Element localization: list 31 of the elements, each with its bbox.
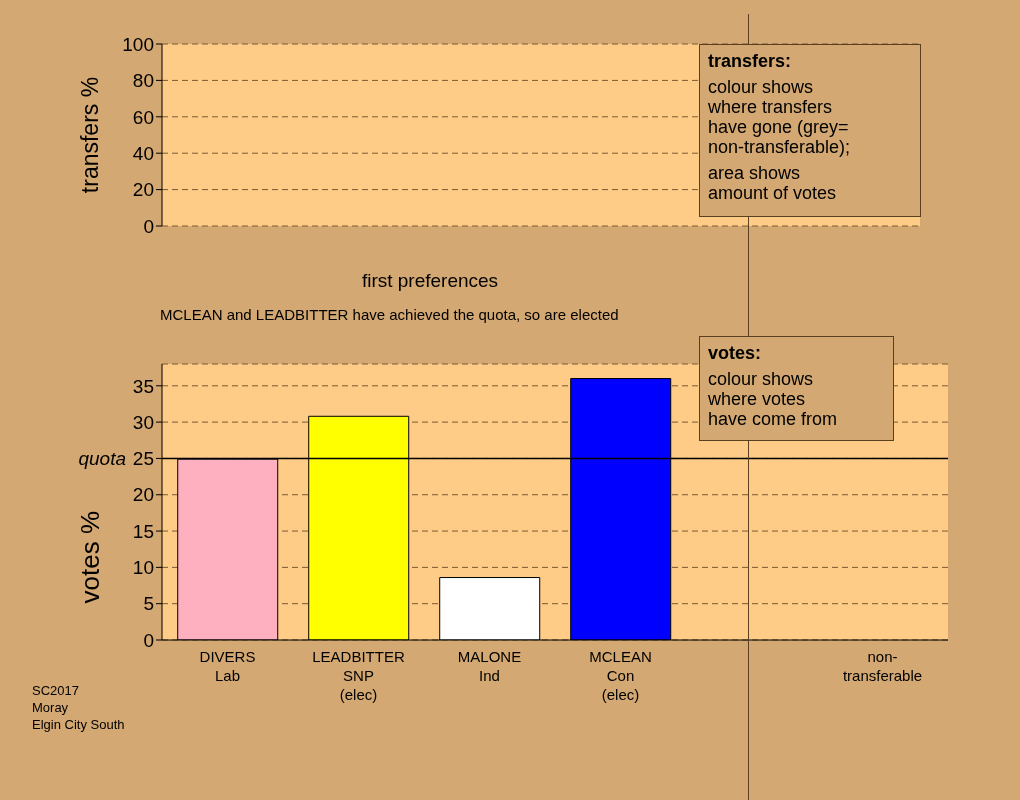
y-tick-label: 15 xyxy=(132,520,154,542)
y-axis-title: transfers % xyxy=(77,76,103,194)
y-tick-label: 20 xyxy=(132,484,154,506)
y-tick-label: 25 xyxy=(132,448,154,470)
x-tick-label: LEADBITTER SNP (elec) xyxy=(312,648,405,703)
x-tick-label: non- transferable xyxy=(842,648,923,684)
chart-subtitle: MCLEAN and LEADBITTER have achieved the quota, so are elected xyxy=(160,306,619,323)
annotation: area shows amount of votes xyxy=(708,163,838,203)
y-tick-label: 20 xyxy=(132,179,154,201)
text: SC2017 Moray Elgin City South xyxy=(32,682,125,733)
y-tick-label: 0 xyxy=(143,629,154,651)
ref-line-label: quota xyxy=(78,448,126,470)
y-tick-label: 5 xyxy=(143,593,154,615)
y-tick-label: 0 xyxy=(143,215,154,237)
annotation: colour shows where transfers have gone (grey= non-transferable); xyxy=(708,77,852,157)
note-box: transfers: colour shows where transfers have gone (grey= non-transferable); area shows amount of votes xyxy=(699,44,921,217)
annotation: colour shows where votes have come from xyxy=(708,369,839,429)
x-tick-label: MALONE Ind xyxy=(457,648,522,684)
note-box: votes: colour shows where votes have come from xyxy=(699,336,894,441)
y-tick-label: 35 xyxy=(132,375,154,397)
chart-title: first preferences xyxy=(360,270,500,292)
y-tick-label: 100 xyxy=(122,33,154,55)
y-tick-label: 10 xyxy=(132,557,154,579)
y-tick-label: 60 xyxy=(132,106,154,128)
x-tick-label: DIVERS Lab xyxy=(199,648,256,684)
y-tick-label: 40 xyxy=(132,142,154,164)
annotation: transfers: xyxy=(708,51,793,71)
y-tick-label: 30 xyxy=(132,411,154,433)
x-tick-label: MCLEAN Con (elec) xyxy=(589,648,652,703)
y-axis-title: votes % xyxy=(75,510,105,604)
y-tick-label: 80 xyxy=(132,70,154,92)
